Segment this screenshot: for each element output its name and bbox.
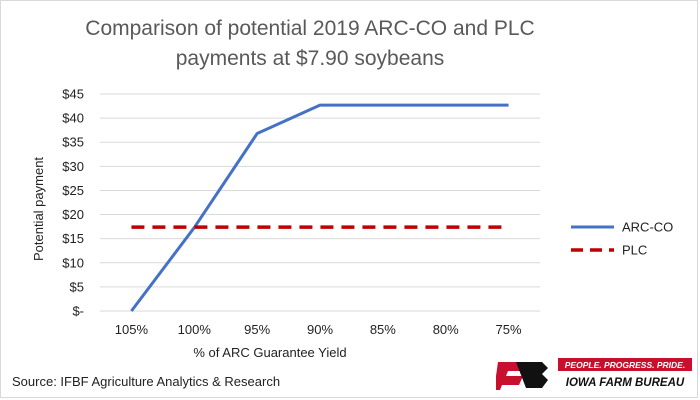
- iowa-farm-bureau-logo: PEOPLE. PROGRESS. PRIDE. IOWA FARM BUREA…: [496, 358, 692, 390]
- legend: ARC-CO PLC: [571, 220, 673, 258]
- x-tick-label: 100%: [178, 322, 212, 337]
- chart-title-line-2: payments at $7.90 soybeans: [175, 47, 445, 70]
- y-tick-labels: $- $5 $10 $15 $20 $25 $30 $35 $40 $45: [62, 87, 84, 319]
- logo-tagline: PEOPLE. PROGRESS. PRIDE.: [565, 360, 685, 370]
- y-axis-label: Potential payment: [31, 157, 46, 261]
- x-tick-label: 80%: [433, 322, 459, 337]
- fb-emblem-black: [516, 362, 548, 388]
- y-tick-label: $5: [70, 279, 84, 294]
- x-tick-label: 85%: [370, 322, 396, 337]
- tagline-bar: [558, 358, 692, 371]
- y-tick-label: $35: [62, 135, 84, 150]
- logo-name: IOWA FARM BUREAU: [566, 377, 685, 389]
- x-tick-label: 75%: [496, 322, 522, 337]
- legend-label-arc-co: ARC-CO: [622, 220, 673, 235]
- y-tick-label: $40: [62, 111, 84, 126]
- chart-title: Comparison of potential 2019 ARC-CO and …: [70, 14, 550, 74]
- x-tick-label: 105%: [115, 322, 149, 337]
- series-lines: [130, 103, 509, 312]
- y-tick-label: $-: [72, 304, 84, 319]
- x-tick-label: 90%: [307, 322, 333, 337]
- y-tick-label: $10: [62, 255, 84, 270]
- source-note: Source: IFBF Agriculture Analytics & Res…: [12, 374, 281, 389]
- x-axis-label: % of ARC Guarantee Yield: [193, 345, 346, 360]
- y-tick-label: $25: [62, 183, 84, 198]
- y-tick-label: $15: [62, 231, 84, 246]
- series-line-arc-co: [130, 103, 509, 312]
- y-tick-label: $30: [62, 159, 84, 174]
- x-tick-label: 95%: [244, 322, 270, 337]
- y-tick-label: $20: [62, 207, 84, 222]
- legend-label-plc: PLC: [622, 243, 647, 258]
- chart-title-line-1: Comparison of potential 2019 ARC-CO and …: [85, 17, 535, 40]
- gridlines: [100, 93, 540, 312]
- x-tick-labels: 105% 100% 95% 90% 85% 80% 75%: [115, 322, 522, 337]
- y-tick-label: $45: [62, 87, 84, 102]
